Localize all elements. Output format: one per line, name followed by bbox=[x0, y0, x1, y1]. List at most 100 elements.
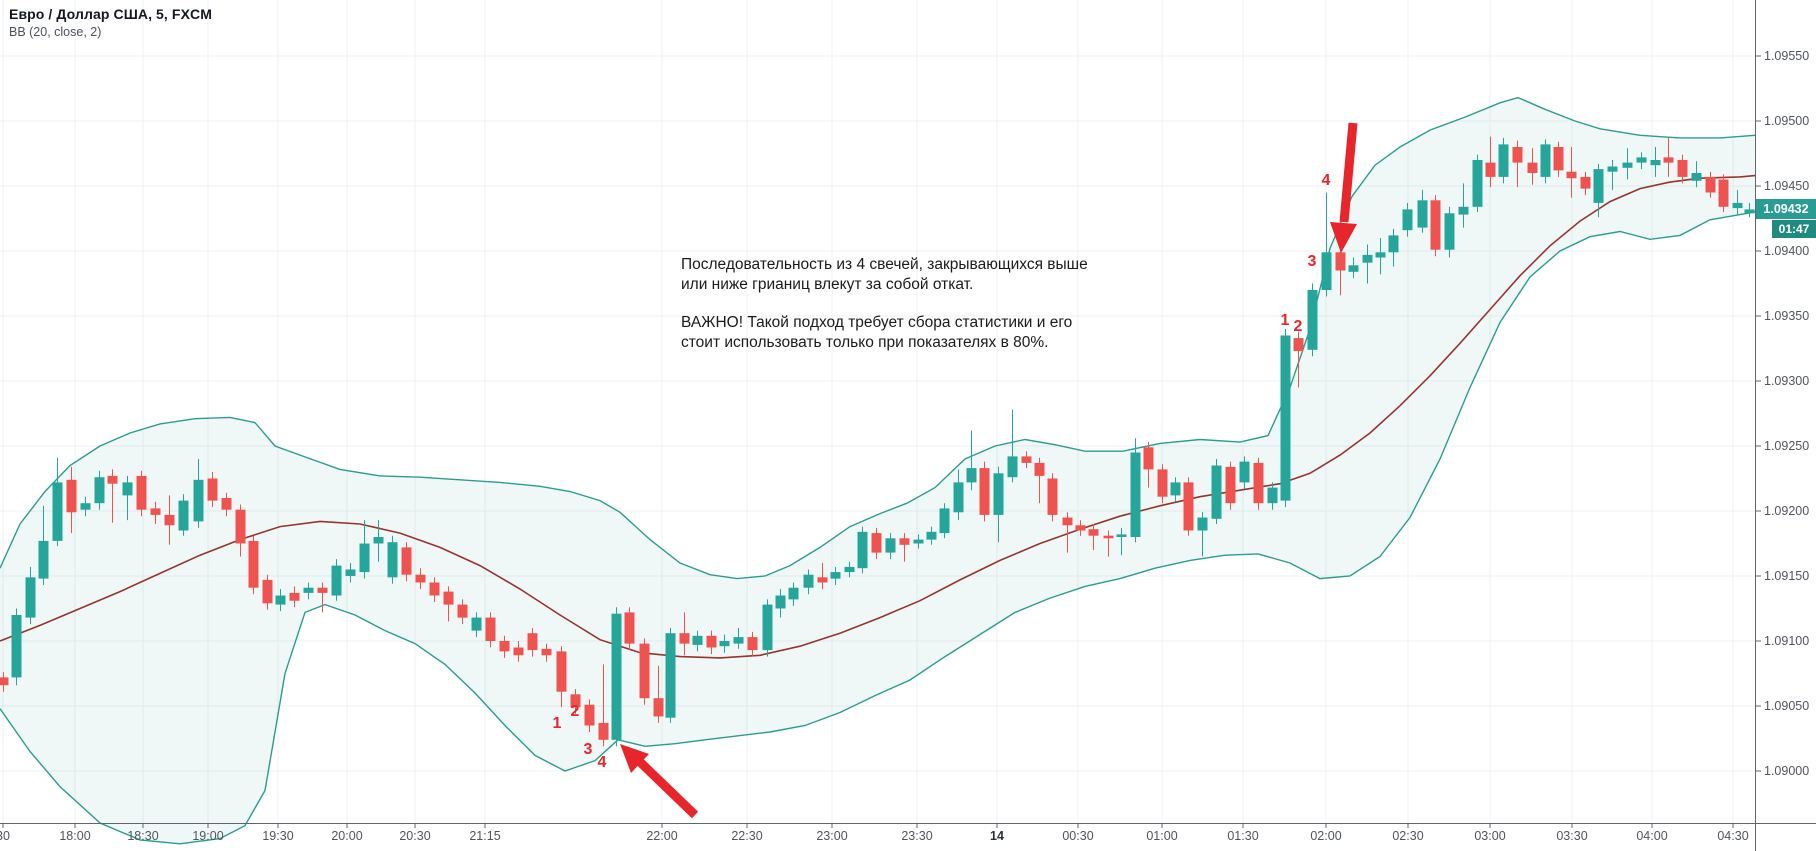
bollinger-upper-band bbox=[0, 96, 1756, 580]
candle-up bbox=[193, 479, 204, 522]
candle-up bbox=[1472, 160, 1483, 207]
candle-up bbox=[665, 633, 676, 718]
candle-down bbox=[1088, 529, 1099, 536]
candle-down bbox=[221, 498, 232, 510]
candle-down bbox=[207, 478, 218, 501]
candle-up bbox=[844, 566, 855, 573]
candle-up bbox=[885, 538, 896, 553]
candle-down bbox=[107, 475, 118, 484]
candle-down bbox=[289, 592, 300, 601]
candle-down bbox=[1253, 462, 1264, 504]
candle-up bbox=[1636, 157, 1647, 163]
candle-up bbox=[373, 537, 384, 544]
pane-legend: Евро / Доллар США, 5, FXCM BB (20, close… bbox=[9, 6, 212, 39]
candle-down bbox=[1062, 517, 1073, 526]
candle-down bbox=[429, 582, 440, 596]
candle-up bbox=[913, 539, 924, 544]
candle-up bbox=[387, 542, 398, 578]
candle-up bbox=[1348, 265, 1359, 272]
candle-down bbox=[871, 533, 882, 553]
candle-down bbox=[1677, 160, 1688, 177]
candle-up bbox=[331, 565, 342, 596]
time-axis-label: 01:30 bbox=[1227, 829, 1259, 843]
candle-down bbox=[317, 587, 328, 593]
price-axis-label: 1.09550 bbox=[1764, 49, 1810, 63]
candle-up bbox=[1267, 487, 1278, 504]
indicator-label[interactable]: BB (20, close, 2) bbox=[9, 25, 102, 39]
candle-up bbox=[1593, 169, 1604, 203]
candle-up bbox=[788, 587, 799, 600]
candle-up bbox=[1116, 534, 1127, 537]
sequence-number: 2 bbox=[570, 703, 580, 720]
time-axis-label: 04:30 bbox=[1717, 829, 1749, 843]
annotation-paragraph-1: Последовательность из 4 свечей, закрываю… bbox=[681, 256, 1088, 293]
candle-up bbox=[775, 595, 786, 609]
candle-up bbox=[762, 604, 773, 651]
candle-down bbox=[499, 641, 510, 652]
candle-up bbox=[857, 531, 868, 569]
candle-down bbox=[1663, 157, 1674, 163]
time-axis-label: 04:00 bbox=[1636, 829, 1668, 843]
candle-down bbox=[556, 651, 567, 692]
time-axis-label: 20:30 bbox=[399, 829, 431, 843]
candle-up bbox=[1402, 209, 1413, 231]
candle-down bbox=[679, 633, 690, 644]
candle-down bbox=[1430, 200, 1441, 250]
time-axis-label: 23:30 bbox=[901, 829, 933, 843]
sequence-number: 4 bbox=[1321, 172, 1331, 189]
candle-up bbox=[275, 595, 286, 605]
candle-down bbox=[1293, 338, 1304, 352]
time-axis-label: 01:00 bbox=[1146, 829, 1178, 843]
time-axis-label: 00:30 bbox=[1062, 829, 1094, 843]
candle-down bbox=[1335, 252, 1346, 271]
candle-down bbox=[1143, 447, 1154, 470]
price-axis-label: 1.09400 bbox=[1764, 244, 1810, 258]
candle-up bbox=[1375, 252, 1386, 258]
candle-down bbox=[639, 643, 650, 699]
candle-down bbox=[706, 635, 717, 648]
candle-down bbox=[979, 468, 990, 515]
candle-down bbox=[1580, 176, 1591, 189]
candle-down bbox=[1075, 525, 1086, 531]
time-axis-label: 02:00 bbox=[1310, 829, 1342, 843]
candle-down bbox=[164, 514, 175, 526]
annotation-paragraph-2: ВАЖНО! Такой подход требует сбора статис… bbox=[681, 314, 1073, 351]
candle-down bbox=[262, 579, 273, 604]
candle-down bbox=[150, 508, 161, 515]
candle-up bbox=[733, 637, 744, 644]
bollinger-lower-band bbox=[0, 211, 1756, 845]
candle-up bbox=[1170, 482, 1181, 496]
price-axis[interactable]: 1.09550 1.09500 1.09450 1.09400 1.09350 1.093… bbox=[1756, 0, 1816, 823]
candle-up bbox=[939, 508, 950, 534]
candle-down bbox=[1021, 456, 1032, 463]
candle-up bbox=[993, 473, 1004, 515]
candle-up bbox=[1197, 517, 1208, 531]
candle-up bbox=[303, 587, 314, 593]
sequence-number: 1 bbox=[1280, 312, 1290, 329]
time-axis[interactable]: 30 18:00 18:30 19:00 19:30 20:00 20:30 21:15 22:… bbox=[0, 824, 1755, 851]
time-axis-label: 14 bbox=[990, 829, 1004, 843]
candle-down bbox=[1527, 162, 1538, 173]
sequence-number: 4 bbox=[597, 754, 607, 771]
candle-down bbox=[0, 677, 9, 686]
candle-up bbox=[52, 482, 63, 541]
bar-countdown-badge: 01:47 bbox=[1772, 220, 1816, 239]
arrow-up-sequence-head bbox=[1330, 222, 1357, 253]
candle-down bbox=[1705, 176, 1716, 193]
symbol-title[interactable]: Евро / Доллар США, 5, FXCM bbox=[9, 6, 212, 22]
candle-up bbox=[1388, 235, 1399, 253]
candle-down bbox=[598, 722, 609, 740]
arrow-down-sequence-head bbox=[620, 744, 649, 773]
candle-up bbox=[11, 615, 22, 678]
candle-up bbox=[1540, 144, 1551, 177]
sequence-number: 3 bbox=[1307, 253, 1317, 270]
time-axis-label: 19:00 bbox=[192, 829, 224, 843]
candle-down bbox=[817, 577, 828, 583]
price-axis-label: 1.09500 bbox=[1764, 114, 1810, 128]
candle-up bbox=[94, 477, 105, 504]
arrow-down-sequence-shaft bbox=[634, 756, 699, 819]
candle-up bbox=[1007, 456, 1018, 478]
candle-up bbox=[1239, 461, 1250, 483]
